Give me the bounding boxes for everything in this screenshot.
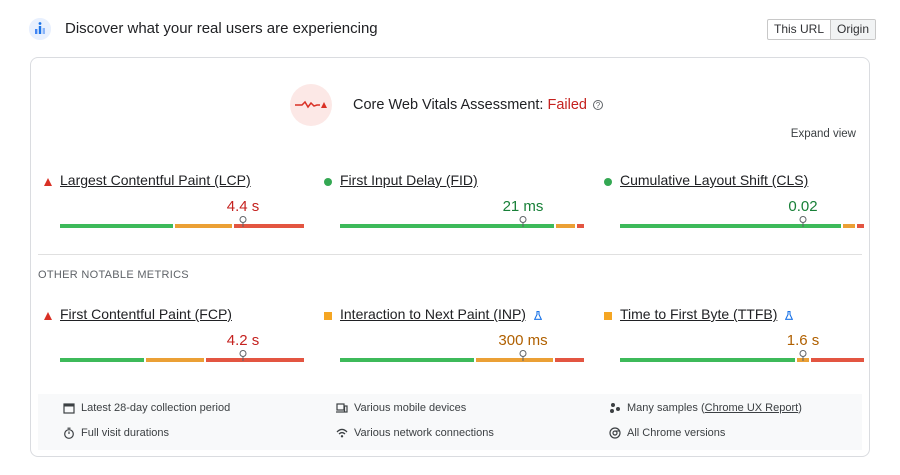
collection-period-text: Latest 28-day collection period [81,402,231,414]
network-text: Various network connections [354,427,494,439]
metric-value: 1.6 s [786,332,820,349]
metric-name-link[interactable]: Largest Contentful Paint (LCP) [60,172,251,188]
metric-name: First Input Delay (FID) [340,172,478,188]
p75-marker [799,216,807,227]
poor-segment [205,358,304,362]
experimental-flask-icon [533,311,542,320]
metric-name: Largest Contentful Paint (LCP) [60,172,251,188]
other-metrics-heading: OTHER NOTABLE METRICS [38,269,189,281]
chrome-ux-report-link[interactable]: Chrome UX Report [704,402,799,414]
poor-segment [555,358,584,362]
metric-name: Interaction to Next Paint (INP) [340,306,526,322]
footer-info [38,394,862,450]
expand-view-button[interactable]: Expand view [790,128,856,140]
distribution-bar [60,358,304,362]
assessment-label: Core Web Vitals Assessment: [353,97,544,113]
good-segment [340,358,475,362]
samples-icon [610,403,620,413]
footer-samples: Many samples (Chrome UX Report) [609,402,802,414]
metric-name-link[interactable]: Interaction to Next Paint (INP) [340,306,542,322]
needs-improvement-segment [476,358,554,362]
metric-name-link[interactable]: Time to First Byte (TTFB) [620,306,794,322]
p75-marker [239,216,247,227]
metric-value: 4.4 s [226,198,260,215]
needs-improvement-segment [842,224,855,228]
vitals-pulse-icon [290,84,332,126]
calendar-icon [63,403,75,414]
wifi-icon [336,428,348,438]
toggle-origin[interactable]: Origin [830,20,876,39]
metric-time-to-first-byte-ttfb: Time to First Byte (TTFB) 1.6 s [604,306,864,366]
good-segment [340,224,554,228]
url-origin-toggle: This URL Origin [767,19,877,40]
good-segment [620,224,841,228]
distribution-bar [60,224,304,228]
samples-suffix: ) [798,402,802,414]
experimental-flask-icon [785,311,794,320]
field-data-card [30,57,870,457]
toggle-this-url[interactable]: This URL [774,22,825,36]
durations-text: Full visit durations [81,427,170,439]
good-segment [60,358,144,362]
metric-cumulative-layout-shift-cls: Cumulative Layout Shift (CLS) 0.02 [604,172,864,232]
devices-text: Various mobile devices [354,402,467,414]
metric-value: 0.02 [788,198,818,215]
good-segment [620,358,796,362]
needs-improvement-segment [174,224,233,228]
footer-collection-period: Latest 28-day collection period [63,402,230,414]
needs-improvement-rating-icon [324,312,332,320]
distribution-bar [620,224,864,228]
devices-icon [336,403,348,413]
metric-value: 300 ms [498,332,548,349]
metric-name: Time to First Byte (TTFB) [620,306,778,322]
metric-interaction-to-next-paint-inp: Interaction to Next Paint (INP) 300 ms [324,306,584,366]
poor-segment [234,224,304,228]
p75-marker [519,216,527,227]
help-icon[interactable]: ? [593,100,603,110]
footer-durations: Full visit durations [63,427,169,439]
footer-chrome-versions: All Chrome versions [609,427,725,439]
chrome-icon [609,427,621,439]
p75-marker [799,350,807,361]
footer-devices: Various mobile devices [336,402,466,414]
metric-name: Cumulative Layout Shift (CLS) [620,172,809,188]
metric-name-link[interactable]: Cumulative Layout Shift (CLS) [620,172,808,188]
assessment-title: Core Web Vitals Assessment: Failed [353,97,587,113]
needs-improvement-rating-icon [604,312,612,320]
assessment-status: Failed [547,97,588,113]
timer-icon [64,427,74,439]
poor-rating-icon [44,312,52,320]
distribution-bar [340,358,584,362]
poor-segment [811,358,864,362]
metric-name: First Contentful Paint (FCP) [60,306,232,322]
p75-marker [519,350,527,361]
metric-first-contentful-paint-fcp: First Contentful Paint (FCP) 4.2 s [44,306,304,366]
chrome-versions-text: All Chrome versions [627,427,726,439]
good-rating-icon [324,178,332,186]
header-icon [29,18,51,40]
metric-name-link[interactable]: First Input Delay (FID) [340,172,478,188]
p75-marker [239,350,247,361]
metric-first-input-delay-fid: First Input Delay (FID) 21 ms [324,172,584,232]
section-title: Discover what your real users are experi… [65,20,378,37]
good-segment [60,224,173,228]
needs-improvement-segment [555,224,575,228]
needs-improvement-segment [146,358,204,362]
poor-segment [576,224,584,228]
metric-value: 4.2 s [226,332,260,349]
poor-segment [856,224,864,228]
metric-name-link[interactable]: First Contentful Paint (FCP) [60,306,232,322]
footer-network: Various network connections [336,427,494,439]
poor-rating-icon [44,178,52,186]
good-rating-icon [604,178,612,186]
samples-prefix: Many samples ( [627,402,705,414]
metric-largest-contentful-paint-lcp: Largest Contentful Paint (LCP) 4.4 s [44,172,304,232]
distribution-bar [340,224,584,228]
metric-value: 21 ms [502,198,544,215]
divider [38,254,862,255]
distribution-bar [620,358,864,362]
